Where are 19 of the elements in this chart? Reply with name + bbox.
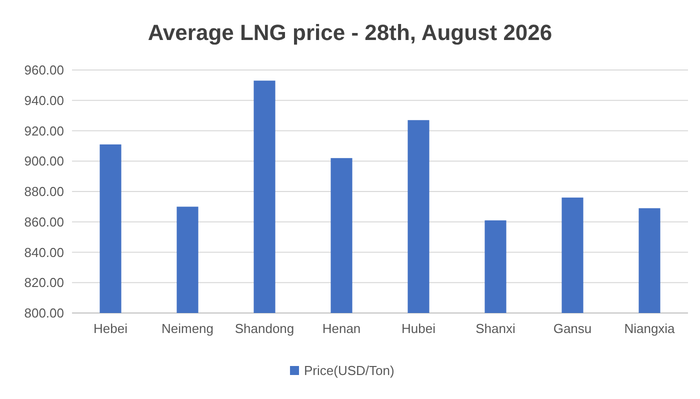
x-tick-label: Shandong — [234, 321, 294, 336]
y-tick-label: 820.00 — [24, 275, 64, 290]
x-tick-label: Neimeng — [161, 321, 214, 336]
y-tick-label: 900.00 — [24, 154, 64, 169]
legend-label: Price(USD/Ton) — [304, 363, 394, 378]
x-tick-label: Hebei — [94, 321, 128, 336]
y-tick-label: 940.00 — [24, 92, 64, 108]
y-tick-label: 960.00 — [24, 62, 64, 78]
y-tick-label: 860.00 — [24, 214, 64, 230]
y-tick-label: 920.00 — [24, 123, 64, 138]
chart-title: Average LNG price - 28th, August 2026 — [148, 20, 552, 45]
x-tick-label: Henan — [322, 321, 361, 336]
y-tick-label: 840.00 — [24, 244, 64, 260]
x-tick-label: Gansu — [553, 321, 592, 336]
y-tick-label: 800.00 — [24, 306, 64, 321]
y-tick-label: 880.00 — [24, 184, 64, 200]
x-tick-label: Niangxia — [624, 321, 676, 336]
x-tick-label: Hubei — [402, 321, 436, 336]
x-tick-label: Shanxi — [476, 321, 516, 336]
